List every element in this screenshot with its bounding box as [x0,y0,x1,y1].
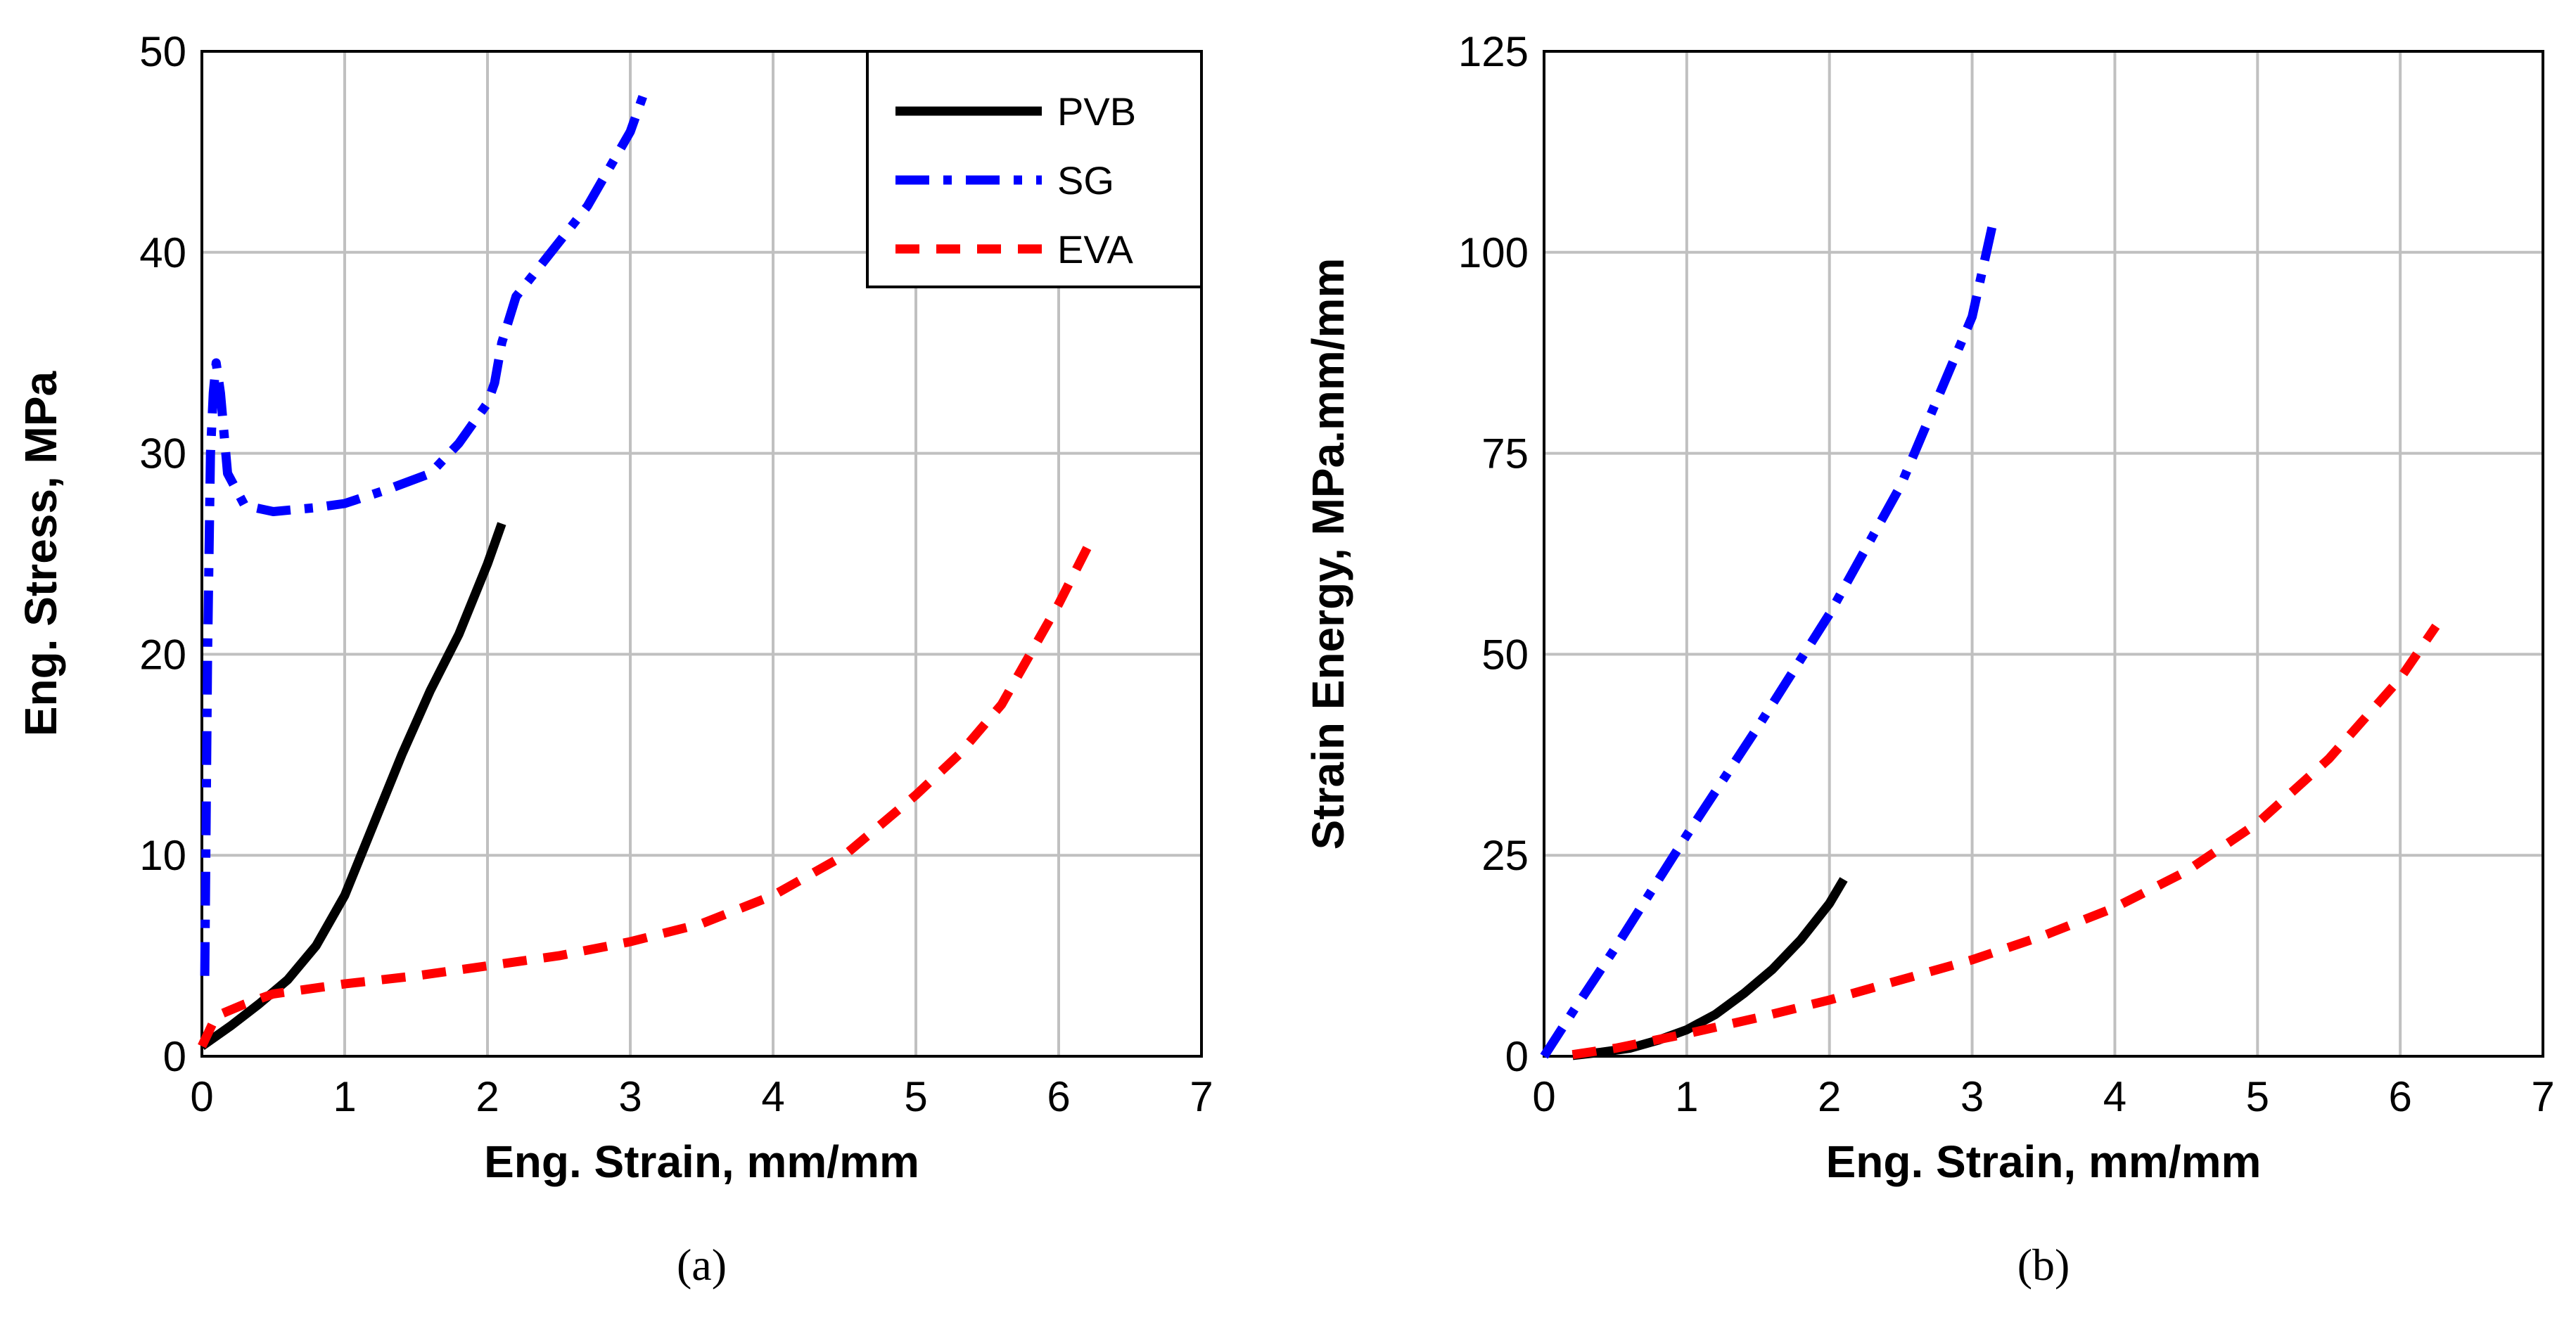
y-tick-label: 125 [1458,28,1529,75]
x-tick-label: 2 [476,1073,499,1120]
x-tick-label: 4 [761,1073,784,1120]
plot-frame-a [200,50,1203,1058]
series-layer-b [1540,219,2440,1060]
y-tick-label: 20 [139,631,186,678]
y-tick-label: 50 [139,28,186,75]
series-line-sg [1540,219,1998,1059]
x-tick-label: 3 [618,1073,642,1120]
y-tick-label: 30 [139,430,186,477]
y-tick-label: 0 [163,1033,186,1080]
tick-labels-a: 0 1 2 3 4 5 6 7 0 10 20 30 40 50 [139,28,1213,1120]
x-tick-label: 6 [1047,1073,1070,1120]
series-layer-a [198,90,1099,1051]
x-tick-label: 3 [1960,1073,1984,1120]
plot-frame-b [1543,50,2544,1058]
y-tick-label: 75 [1481,430,1529,477]
x-tick-label: 7 [1190,1073,1213,1120]
x-tick-label: 2 [1818,1073,1841,1120]
y-tick-label: 100 [1458,229,1529,276]
legend-label-sg: SG [1057,158,1114,203]
x-tick-label: 1 [333,1073,356,1120]
y-axis-title-b: Strain Energy, MPa.mm/mm [1303,258,1353,850]
series-line-sg [200,90,649,976]
y-axis-title-a: Eng. Stress, MPa [15,371,66,736]
x-tick-label: 1 [1675,1073,1698,1120]
y-tick-label: 0 [1505,1033,1529,1080]
legend-label-eva: EVA [1057,227,1134,271]
panel-b: 0 1 2 3 4 5 6 7 0 25 50 75 100 125 Eng. Strain, mm/mm… [1303,28,2555,1290]
series-line-eva [1571,623,2440,1060]
x-tick-label: 7 [2531,1073,2554,1120]
legend: PVB SG EVA [866,50,1203,288]
y-tick-label: 10 [139,832,186,879]
x-tick-label: 6 [2388,1073,2411,1120]
y-tick-label: 40 [139,229,186,276]
panel-label-b: (b) [2017,1240,2070,1290]
panel-a: 0 1 2 3 4 5 6 7 0 10 20 30 40 50 Eng. Strain, mm/mm E… [15,28,1213,1290]
x-tick-label: 0 [190,1073,213,1120]
panel-label-a: (a) [677,1240,727,1290]
series-line-eva [198,531,1099,1049]
x-tick-label: 0 [1532,1073,1555,1120]
y-tick-label: 25 [1481,832,1529,879]
gridlines-b [1544,51,2543,1056]
x-tick-label: 5 [2246,1073,2269,1120]
y-tick-label: 50 [1481,631,1529,678]
x-tick-label: 5 [904,1073,927,1120]
tick-labels-b: 0 1 2 3 4 5 6 7 0 25 50 75 100 125 [1458,28,2555,1120]
series-line-pvb [199,522,506,1051]
legend-label-pvb: PVB [1057,89,1136,134]
x-axis-title-b: Eng. Strain, mm/mm [1826,1136,2262,1187]
x-tick-label: 4 [2103,1073,2127,1120]
x-axis-title-a: Eng. Strain, mm/mm [484,1136,919,1187]
